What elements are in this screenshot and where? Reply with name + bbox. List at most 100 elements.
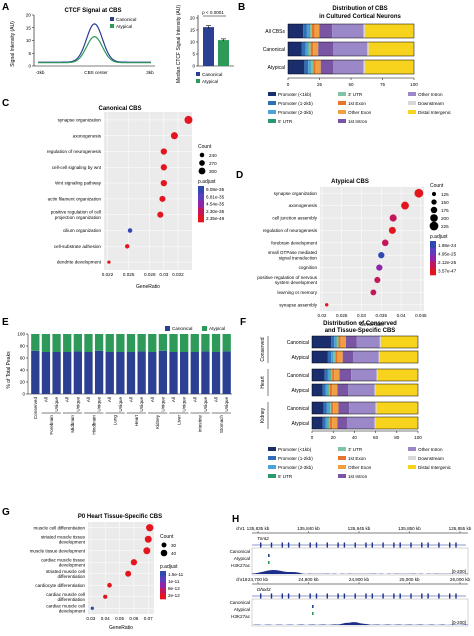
panel-g-term-label-cardiac-muscle-tissue-development: striated muscle cell differentiation [46, 569, 86, 579]
panel-c-title: Canonical CBS [98, 106, 141, 112]
panel-b-legend-3-utr: 3' UTR [348, 92, 363, 97]
panel-d-size-legend-label: 150 [441, 200, 449, 205]
panel-f-segment-promoter-1kb [312, 402, 324, 414]
panel-g-color-legend-label: 2e-12 [168, 593, 180, 598]
panel-h-1-exon [371, 542, 373, 548]
panel-b-segment-5-utr [310, 60, 312, 74]
panel-b-legend-swatch-1st-exon [338, 101, 346, 105]
panel-d-dot-cell-junction-assembly [389, 214, 397, 222]
panel-a2-ytick-label: 10 [190, 40, 196, 45]
panel-d-term-label-line: synapse organization [274, 191, 318, 196]
panel-c-dot-dendrite-development [107, 260, 111, 264]
panel-f-segment-3-utr [329, 402, 332, 414]
panel-g-dot-muscle-tissue-development [143, 547, 151, 555]
panel-f-segment-other-exon [337, 351, 343, 363]
panel-h-2-exon [354, 593, 356, 599]
panel-h-2-track-label-atypical: Atypical [234, 607, 250, 612]
panel-h-1-exon [455, 542, 457, 548]
panel-h-1-exon [421, 542, 423, 548]
panel-g-title: P0 Heart Tissue-Specific CBS [78, 514, 162, 520]
panel-f-legend-swatch-other-intron [408, 447, 416, 451]
panel-b-stacked-bar: Distribution of CBS in Cultured Cortical… [263, 6, 452, 124]
panel-h-2-exon [438, 593, 440, 599]
panel-d-term-label-line: cell junction assembly [272, 216, 317, 221]
panel-e-xtick-label: Unique [54, 397, 59, 412]
panel-b-segment-promoter-1-2kb [303, 24, 307, 38]
panel-e-xtick-label: All [192, 397, 197, 402]
panel-e-bar-canonical [158, 350, 168, 394]
panel-h-1-coord-tick: 135,835 kb [247, 526, 270, 531]
panel-b-legend-promoter-2-3kb: Promoter (2-3kb) [278, 110, 313, 115]
panel-d-term-label-learning-or-memory: learning or memory [277, 290, 317, 295]
panel-d-term-label-synapse-organization: synapse organization [274, 191, 318, 196]
panel-e-ytick-label: 20 [20, 380, 26, 385]
panel-b-segment-3-utr [311, 60, 314, 74]
panel-f-segment-1st-exon [338, 336, 341, 348]
panel-a-ytick-label: 10 [26, 38, 32, 43]
panel-f-segment-promoter-1kb [312, 369, 325, 381]
panel-h-1-exon [365, 542, 367, 548]
panel-f-segment-downstream [374, 384, 376, 396]
panel-f-group-label-conserved: Conserved [260, 337, 266, 361]
panel-d-term-label-cell-junction-assembly: cell junction assembly [272, 216, 317, 221]
panel-g-size-legend-dot [160, 549, 168, 557]
panel-a2-bar-atypical [218, 40, 229, 66]
panel-f-segment-5-utr [336, 336, 337, 348]
panel-d-term-label-line: learning or memory [277, 290, 317, 295]
panel-c-color-legend-swatch [198, 214, 204, 223]
panel-f-segment-downstream [374, 417, 376, 429]
panel-d-size-legend-label: 175 [441, 208, 449, 213]
panel-d-size-legend-label: 225 [441, 224, 449, 229]
panel-h-2-gene-name: Dhod3 [257, 587, 271, 592]
panel-a2-legend-swatch-canonical [196, 72, 200, 76]
panel-e-xtick-label: All [214, 397, 219, 402]
panel-d-term-label-line: system development [275, 280, 318, 285]
panel-g-plot-area [88, 522, 154, 614]
panel-a2-ytick-label: 20 [190, 16, 196, 21]
panel-c-dot-axonogenesis [170, 132, 178, 140]
panel-b-segment-other-intron [333, 60, 364, 74]
panel-a-legend-canonical: Canonical [116, 17, 136, 22]
panel-e-bar-atypical [201, 334, 210, 352]
panel-b-segment-promoter-1kb [288, 24, 304, 38]
panel-c-term-label-line: dendrite development [57, 260, 102, 265]
panel-f-segment-distal-intergenic [380, 336, 418, 348]
panel-h-2-exon [281, 593, 283, 599]
panel-b-category-label: Canonical [263, 47, 285, 53]
panel-c-term-label-line: projection organization [55, 215, 102, 220]
panel-e-xtick-label: Unique [203, 397, 208, 412]
panel-e-bar-canonical [116, 352, 125, 394]
panel-f-segment-3-utr [328, 384, 331, 396]
panel-h-2-coord-tick: 26,000 kb [450, 577, 471, 582]
panel-g-xtick-label: 0.07 [144, 616, 153, 621]
panel-c-term-label-wnt-signaling-pathway: Wnt signaling pathway [55, 181, 102, 186]
panel-c-dot-cell-cell-signaling-by-wnt [160, 164, 167, 171]
panel-d-xtick-label: 0.03 [357, 313, 366, 318]
panel-e-bar-chart: % of Total Peaks 0 20 40 60 80 100 Conserved Al… [6, 326, 232, 435]
panel-h-2-exon [260, 593, 262, 599]
panel-h-1-gene-name: Tnnt2 [257, 536, 269, 541]
panel-f-segment-other-exon [332, 384, 338, 396]
panel-e-bar-atypical [31, 334, 40, 351]
panel-label-h: H [232, 514, 239, 525]
panel-d-xtick-label: 0.02 [318, 313, 327, 318]
panel-e-group-label-intestine: Intestine [198, 415, 203, 433]
panel-f-legend-downstream: Downstream [418, 456, 444, 461]
panel-f-legend-other-exon: Other Exon [348, 465, 372, 470]
panel-e-bar-canonical [105, 352, 114, 394]
panel-d-dot-synapse-organization [414, 188, 424, 198]
panel-e-bar-canonical [180, 352, 189, 394]
panel-h-2-track-frame [251, 598, 469, 627]
panel-c-term-label-line: cell-substrate adhesion [54, 244, 102, 249]
panel-g-dot-muscle-cell-differentiation [146, 524, 154, 532]
panel-f-bar-outline [311, 335, 419, 349]
panel-h-1-coord-tick: 135,845 kb [348, 526, 371, 531]
panel-f-legend-1st-exon: 1st Exon [348, 456, 366, 461]
panel-b-segment-1st-exon [310, 42, 314, 56]
panel-h-1-scale: [0-200] [452, 569, 466, 574]
panel-c-term-label-axonogenesis: axonogenesis [73, 133, 102, 138]
panel-c-dotplot: Canonical CBS 0.022 0.025 0.028 0.03 0.032 sy… [47, 106, 225, 290]
panel-f-segment-distal-intergenic [377, 369, 418, 381]
panel-g-xtick-label: 0.03 [86, 616, 95, 621]
panel-c-size-legend-title: Count [198, 144, 212, 150]
